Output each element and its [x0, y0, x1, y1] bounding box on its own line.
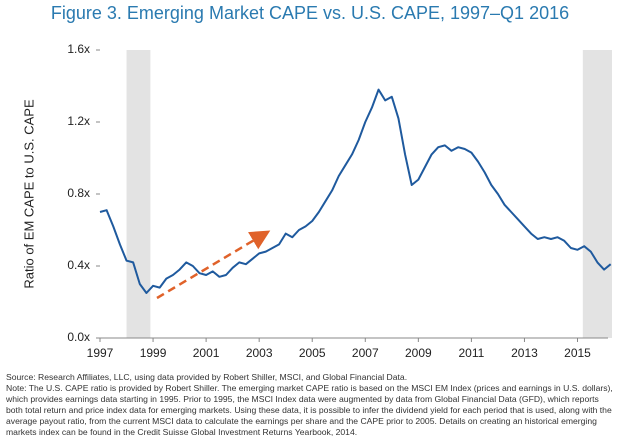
x-tick-label: 2015	[564, 346, 591, 360]
y-axis-label: Ratio of EM CAPE to U.S. CAPE	[21, 99, 36, 289]
shaded-region	[582, 50, 612, 338]
x-tick-label: 2009	[405, 346, 432, 360]
trend-arrow	[156, 230, 271, 300]
y-tick-label: 1.2x	[67, 114, 90, 128]
notes: Source: Research Affiliates, LLC, using …	[6, 372, 613, 438]
x-tick-label: 2007	[352, 346, 379, 360]
x-tick-label: 2003	[246, 346, 273, 360]
x-tick-label: 2013	[511, 346, 538, 360]
y-tick-label: 0.4x	[67, 258, 90, 272]
y-tick-label: 1.6x	[67, 42, 90, 56]
source: Source: Research Affiliates, LLC, using …	[6, 372, 408, 382]
x-tick-label: 2001	[193, 346, 220, 360]
data-line	[99, 88, 612, 294]
note: Note: The U.S. CAPE ratio is provided by…	[6, 383, 613, 437]
shaded-region	[126, 50, 151, 338]
y-tick-label: 0.0x	[67, 330, 90, 344]
x-tick-label: 2005	[299, 346, 326, 360]
y-tick-label: 0.8x	[67, 186, 90, 200]
x-tick-label: 2011	[458, 346, 484, 360]
x-tick-label: 1999	[140, 346, 167, 360]
x-tick-label: 1997	[87, 346, 114, 360]
chart: Figure 3. Emerging Market CAPE vs. U.S. …	[21, 3, 612, 360]
chart-title: Figure 3. Emerging Market CAPE vs. U.S. …	[51, 3, 569, 23]
